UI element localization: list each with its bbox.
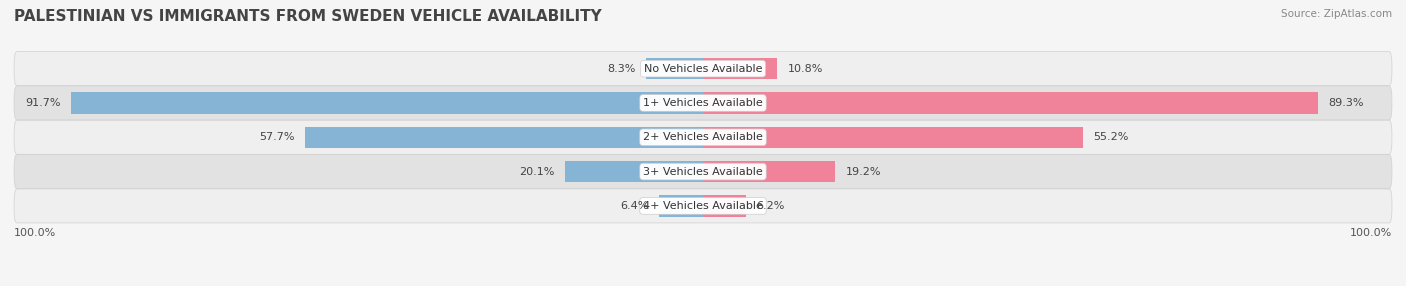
Bar: [305, 127, 703, 148]
Text: 55.2%: 55.2%: [1094, 132, 1129, 142]
Bar: [703, 92, 1319, 114]
Text: 6.2%: 6.2%: [756, 201, 785, 211]
Text: 10.8%: 10.8%: [787, 64, 823, 74]
FancyBboxPatch shape: [14, 52, 1392, 86]
Text: 100.0%: 100.0%: [1350, 228, 1392, 238]
Bar: [565, 161, 703, 182]
Text: No Vehicles Available: No Vehicles Available: [644, 64, 762, 74]
Text: 19.2%: 19.2%: [845, 167, 882, 176]
FancyBboxPatch shape: [14, 155, 1392, 188]
FancyBboxPatch shape: [14, 189, 1392, 223]
Bar: [703, 127, 1083, 148]
Bar: [703, 161, 835, 182]
Text: 6.4%: 6.4%: [620, 201, 648, 211]
Text: 4+ Vehicles Available: 4+ Vehicles Available: [643, 201, 763, 211]
Bar: [72, 92, 703, 114]
Bar: [659, 195, 703, 217]
Text: 91.7%: 91.7%: [25, 98, 60, 108]
FancyBboxPatch shape: [14, 86, 1392, 120]
Text: 8.3%: 8.3%: [607, 64, 636, 74]
Text: 57.7%: 57.7%: [260, 132, 295, 142]
Bar: [703, 195, 745, 217]
Text: 1+ Vehicles Available: 1+ Vehicles Available: [643, 98, 763, 108]
Text: Source: ZipAtlas.com: Source: ZipAtlas.com: [1281, 9, 1392, 19]
Text: 2+ Vehicles Available: 2+ Vehicles Available: [643, 132, 763, 142]
Bar: [645, 58, 703, 79]
Text: 20.1%: 20.1%: [519, 167, 554, 176]
Bar: [703, 58, 778, 79]
Text: 89.3%: 89.3%: [1329, 98, 1364, 108]
FancyBboxPatch shape: [14, 120, 1392, 154]
Text: 100.0%: 100.0%: [14, 228, 56, 238]
Text: PALESTINIAN VS IMMIGRANTS FROM SWEDEN VEHICLE AVAILABILITY: PALESTINIAN VS IMMIGRANTS FROM SWEDEN VE…: [14, 9, 602, 23]
Text: 3+ Vehicles Available: 3+ Vehicles Available: [643, 167, 763, 176]
